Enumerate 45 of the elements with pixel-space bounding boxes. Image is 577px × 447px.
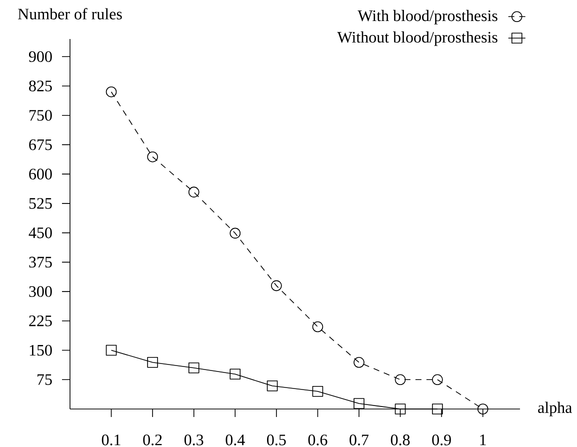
x-tick-label: 0.5	[267, 434, 286, 446]
y-tick-label: 300	[29, 286, 52, 297]
y-tick-label: 75	[38, 374, 52, 385]
point	[188, 362, 200, 374]
legend-label: Without blood/prosthesis	[337, 31, 498, 46]
point	[354, 357, 364, 368]
point	[432, 374, 443, 386]
x-tick-label: 1	[480, 434, 486, 446]
x-tick-label: 0.2	[143, 434, 162, 446]
point	[477, 404, 488, 414]
x-tick-label: 0.7	[350, 434, 369, 446]
point	[266, 380, 278, 392]
point	[354, 398, 364, 409]
point	[271, 280, 282, 292]
x-tick-label: 0.8	[390, 434, 410, 446]
y-tick-label: 675	[29, 139, 52, 150]
point	[106, 344, 117, 356]
point	[147, 357, 158, 368]
point	[188, 186, 200, 198]
x-tick-label: 0.9	[432, 434, 451, 446]
point	[230, 228, 241, 239]
point	[394, 374, 406, 386]
point	[312, 386, 324, 397]
x-tick-label: 0.4	[226, 434, 245, 446]
point	[230, 368, 241, 380]
x-tick-label: 0.1	[102, 434, 120, 446]
y-tick-label: 525	[29, 198, 52, 209]
point	[432, 404, 443, 414]
x-tick-label: 0.6	[308, 434, 328, 446]
y-tick-label: 150	[30, 344, 52, 356]
x-axis-title: alpha	[538, 402, 572, 416]
y-tick-label: 825	[29, 80, 52, 92]
y-tick-label: 600	[29, 168, 52, 180]
y-tick-label: 375	[29, 256, 52, 268]
x-tick-label: 0.3	[184, 434, 204, 446]
legend-label: With blood/prosthesis	[358, 10, 498, 24]
point	[312, 321, 324, 332]
point	[106, 86, 117, 98]
y-axis-title: Number of rules	[18, 8, 122, 20]
y-tick-label: 225	[29, 316, 52, 326]
y-tick-label: 900	[28, 51, 52, 62]
y-tick-label: 750	[30, 110, 52, 121]
y-tick-label: 450	[28, 227, 52, 238]
point	[147, 151, 158, 162]
point	[394, 404, 406, 414]
